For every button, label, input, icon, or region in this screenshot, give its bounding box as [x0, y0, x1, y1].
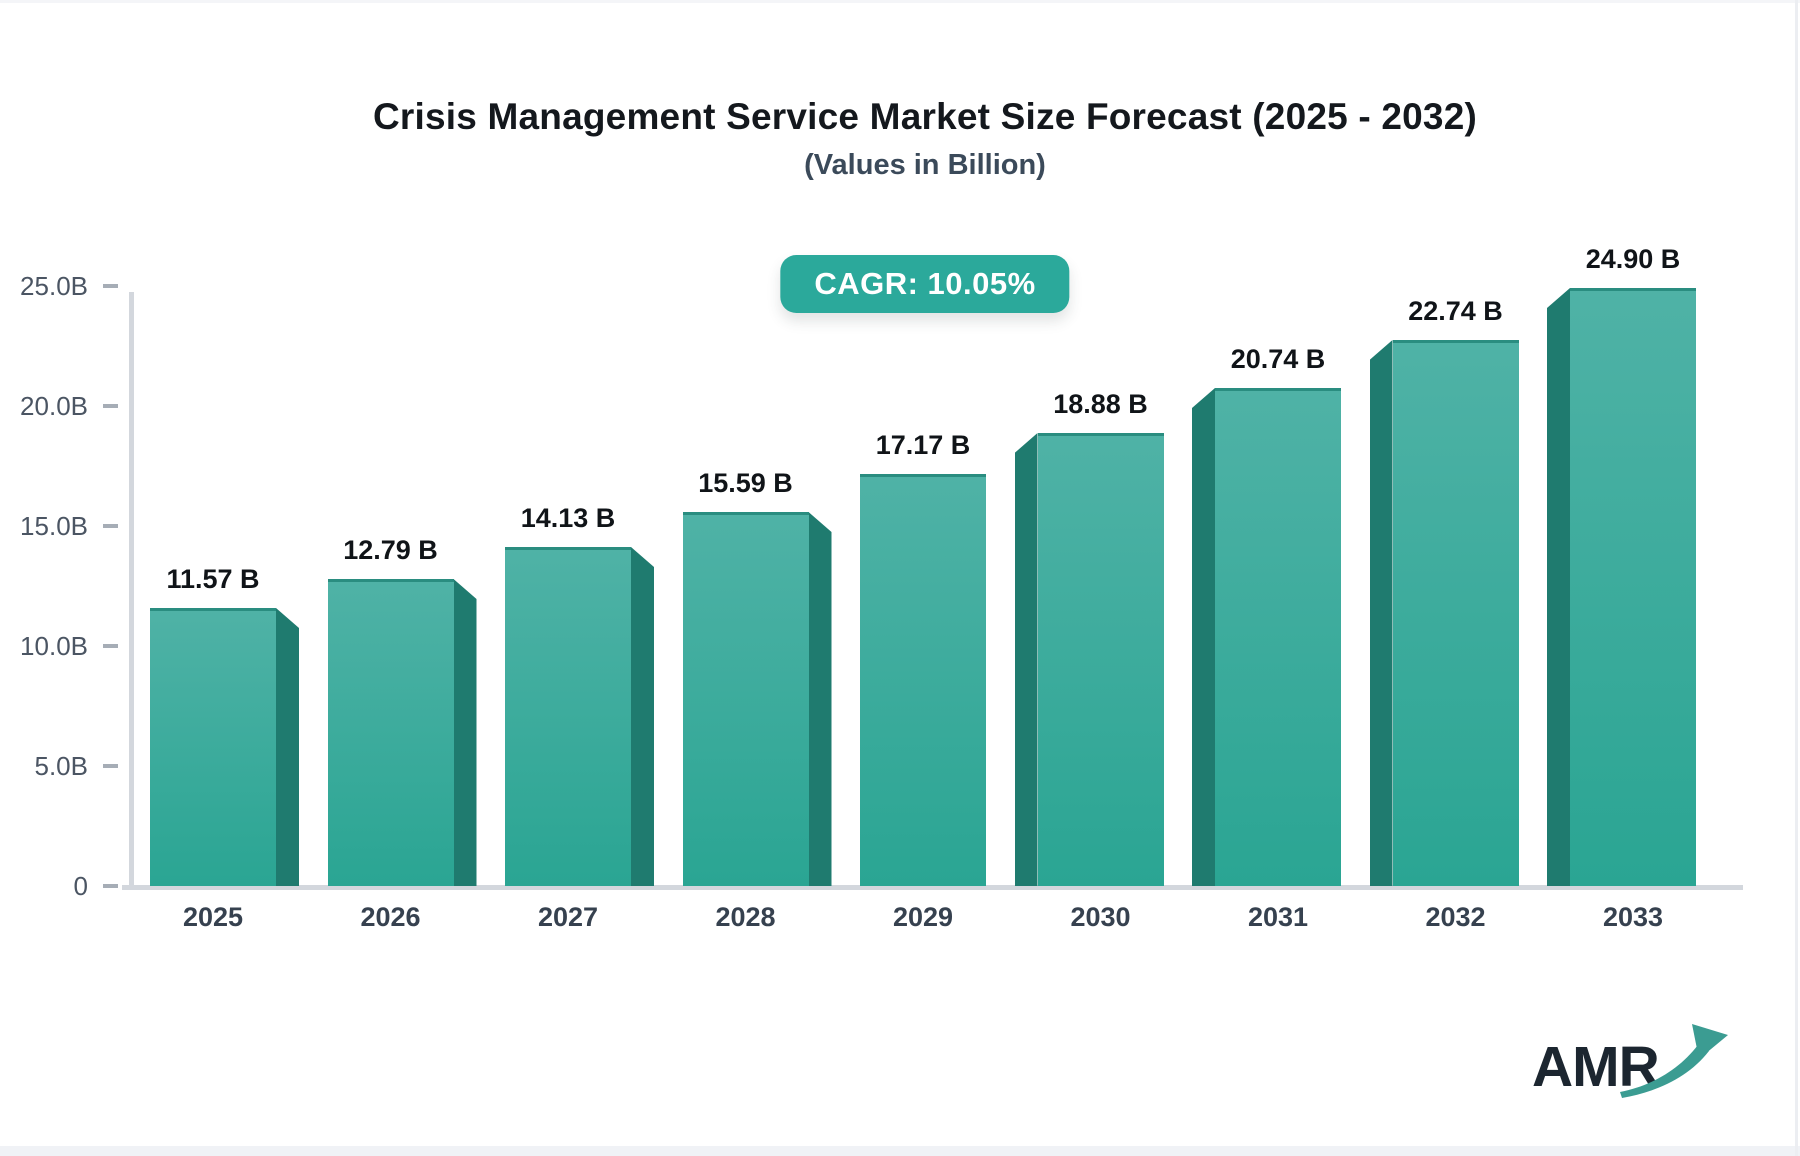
- bar-3d-side: [631, 547, 654, 886]
- y-axis-tick-mark: [103, 524, 118, 528]
- y-axis-tick-mark: [103, 404, 118, 408]
- bar-2028: [682, 512, 809, 886]
- top-border-strip: [0, 0, 1800, 3]
- y-axis-tick-label: 25.0B: [20, 271, 88, 301]
- y-axis-tick-label: 0: [73, 871, 88, 901]
- bar-3d-side: [1192, 388, 1215, 886]
- x-axis-label: 2029: [892, 902, 954, 932]
- growth-arrow-icon: [1620, 1024, 1728, 1098]
- y-axis-tick-mark: [103, 884, 118, 888]
- bar-2032: [1392, 340, 1519, 886]
- x-axis-label: 2032: [1425, 902, 1486, 932]
- y-axis-tick-label: 15.0B: [20, 511, 88, 541]
- bar-2027: [505, 547, 631, 886]
- bar-3d-side: [276, 608, 299, 886]
- y-axis-line: [129, 292, 134, 888]
- bar-3d-side: [808, 512, 832, 886]
- bar-3d-side: [1547, 288, 1570, 886]
- x-axis-label: 2030: [1070, 902, 1131, 932]
- bar-3d-side: [1014, 433, 1038, 886]
- y-axis-tick-mark: [103, 764, 118, 768]
- x-axis-label: 2028: [715, 902, 776, 932]
- bar-2033: [1570, 288, 1696, 886]
- bar-value-label: 20.74 B: [1230, 344, 1326, 374]
- bar-value-label: 24.90 B: [1585, 244, 1681, 274]
- x-axis-label: 2033: [1602, 902, 1664, 932]
- chart-subtitle: (Values in Billion): [804, 149, 1046, 181]
- bar-2026: [327, 579, 454, 886]
- chart-title: Crisis Management Service Market Size Fo…: [372, 96, 1478, 137]
- bottom-border-strip: [0, 1146, 1800, 1156]
- right-border-strip: [1795, 0, 1798, 1156]
- cagr-badge: CAGR: 10.05%: [780, 255, 1070, 313]
- bar-value-label: 22.74 B: [1408, 296, 1503, 326]
- bar-value-label: 18.88 B: [1053, 389, 1148, 419]
- y-axis-tick-label: 20.0B: [20, 391, 88, 421]
- bar-2025: [150, 608, 276, 886]
- bar-value-label: 17.17 B: [875, 430, 971, 460]
- x-axis-label: 2025: [182, 902, 244, 932]
- bar-3d-side: [1369, 340, 1393, 886]
- bar-3d-side: [453, 579, 477, 886]
- bar-value-label: 14.13 B: [520, 503, 616, 533]
- y-axis-tick-label: 5.0B: [34, 751, 89, 781]
- bar-2030: [1037, 433, 1164, 886]
- bar-2031: [1215, 388, 1341, 886]
- x-axis-label: 2026: [360, 902, 421, 932]
- y-axis-tick-mark: [103, 284, 118, 288]
- x-axis-label: 2027: [537, 902, 599, 932]
- bar-value-label: 11.57 B: [166, 564, 260, 594]
- bar-value-label: 15.59 B: [698, 468, 793, 498]
- x-axis-label: 2031: [1247, 902, 1309, 932]
- x-axis-baseline: [122, 885, 1743, 890]
- y-axis-tick-label: 10.0B: [20, 631, 88, 661]
- bar-2029: [860, 474, 986, 886]
- bar-value-label: 12.79 B: [343, 535, 438, 565]
- y-axis-tick-mark: [103, 644, 118, 648]
- amr-logo: AMR: [1520, 1020, 1750, 1130]
